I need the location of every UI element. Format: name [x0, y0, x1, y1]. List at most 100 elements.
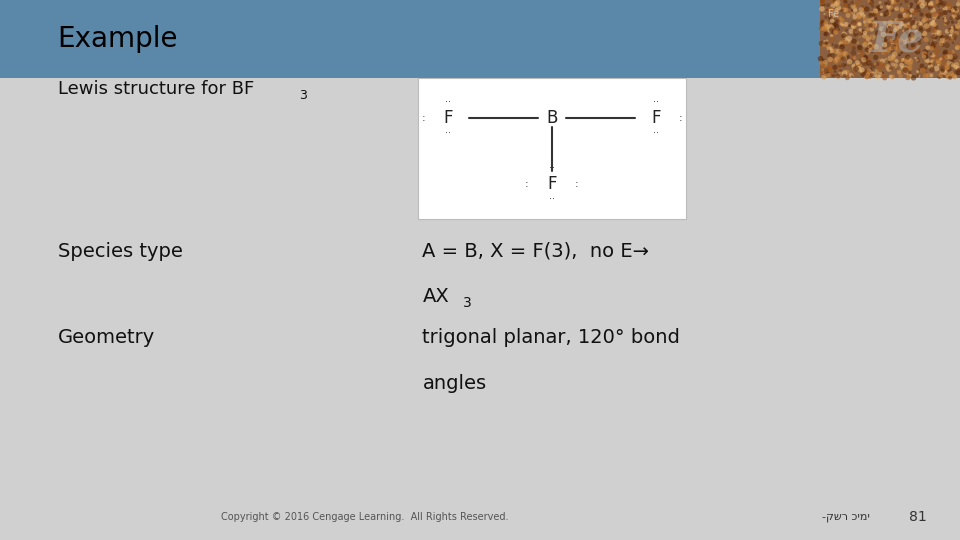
Point — [876, 48, 892, 56]
Point — [902, 57, 918, 66]
Point — [901, 11, 917, 20]
Point — [891, 17, 906, 26]
Point — [889, 57, 904, 65]
Point — [946, 62, 960, 71]
Point — [910, 29, 925, 37]
Point — [944, 6, 959, 15]
Point — [912, 0, 927, 8]
Point — [847, 13, 862, 22]
Point — [925, 18, 941, 27]
Point — [836, 31, 852, 40]
Point — [816, 24, 831, 32]
Point — [900, 64, 915, 72]
Point — [945, 23, 960, 32]
Point — [902, 31, 918, 40]
Point — [946, 54, 960, 63]
Point — [927, 26, 943, 35]
Point — [844, 57, 859, 66]
Point — [888, 31, 903, 39]
Point — [826, 24, 841, 33]
Point — [884, 36, 900, 44]
Point — [927, 38, 943, 47]
Point — [902, 59, 918, 68]
Point — [948, 8, 960, 17]
Point — [917, 29, 932, 38]
Point — [814, 5, 829, 14]
Point — [890, 45, 905, 54]
Text: ··: ·· — [549, 164, 555, 173]
Point — [862, 39, 877, 48]
Point — [846, 22, 861, 31]
Point — [828, 28, 843, 37]
Point — [923, 3, 938, 12]
Point — [874, 10, 889, 19]
Point — [951, 43, 960, 51]
Point — [860, 25, 876, 34]
Point — [905, 40, 921, 49]
Point — [814, 19, 829, 28]
Point — [939, 52, 954, 61]
Point — [878, 55, 894, 64]
Point — [946, 23, 960, 31]
Point — [851, 30, 866, 38]
Point — [878, 9, 894, 18]
Point — [844, 40, 859, 49]
Point — [868, 14, 883, 23]
Point — [877, 18, 893, 27]
Point — [910, 71, 925, 80]
Point — [926, 15, 942, 23]
Point — [882, 21, 898, 29]
Point — [826, 28, 841, 36]
Point — [840, 68, 855, 77]
Point — [909, 6, 924, 15]
Point — [918, 15, 933, 24]
Point — [910, 57, 925, 65]
Point — [863, 65, 878, 73]
Point — [858, 21, 874, 29]
Point — [898, 56, 913, 65]
Point — [849, 62, 864, 71]
Point — [896, 26, 911, 35]
Point — [932, 8, 948, 16]
Point — [841, 8, 856, 17]
Point — [892, 41, 907, 50]
Point — [820, 70, 835, 78]
Point — [852, 11, 867, 19]
Point — [830, 16, 846, 25]
Point — [911, 0, 926, 7]
Point — [859, 33, 875, 42]
Point — [880, 2, 896, 11]
Point — [914, 62, 929, 70]
Point — [934, 29, 949, 37]
Point — [835, 50, 851, 58]
Point — [906, 45, 922, 53]
Point — [817, 60, 832, 69]
Point — [838, 6, 853, 15]
Point — [843, 9, 858, 17]
Point — [921, 12, 936, 21]
Point — [950, 19, 960, 28]
Point — [834, 41, 850, 50]
Point — [853, 51, 869, 60]
Point — [920, 44, 935, 52]
Point — [924, 0, 939, 8]
Point — [828, 11, 843, 19]
Point — [844, 27, 859, 36]
Point — [870, 29, 885, 37]
Point — [899, 68, 914, 76]
Point — [823, 66, 838, 75]
Point — [826, 25, 841, 33]
Point — [938, 17, 953, 25]
Point — [940, 63, 955, 72]
Point — [813, 24, 828, 32]
Point — [827, 0, 842, 4]
Point — [905, 42, 921, 50]
Point — [865, 41, 880, 50]
Point — [934, 40, 949, 49]
Point — [910, 47, 925, 56]
Point — [944, 35, 959, 44]
Point — [851, 62, 866, 71]
Point — [860, 35, 876, 44]
Point — [928, 49, 944, 57]
Point — [824, 26, 839, 35]
